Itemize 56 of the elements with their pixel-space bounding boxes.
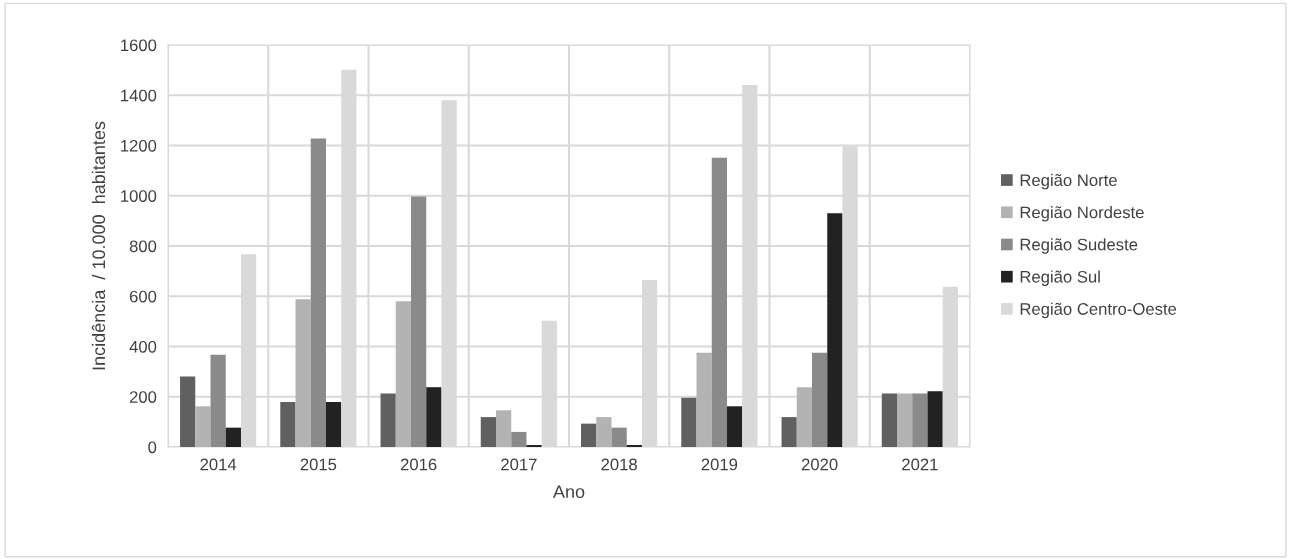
- legend-label: Região Sudeste: [1020, 238, 1138, 254]
- y-tick-label: 1400: [121, 89, 157, 102]
- x-tick-label: 2014: [200, 458, 237, 471]
- bar: [395, 301, 412, 447]
- y-tick-label: 600: [129, 290, 157, 303]
- legend-label: Região Norte: [1020, 173, 1117, 190]
- bar: [681, 397, 697, 447]
- y-tick-label: 0: [148, 441, 157, 454]
- legend-label: Região Sul: [1020, 270, 1100, 286]
- y-tick-label: 1200: [121, 139, 157, 152]
- bar: [511, 431, 527, 447]
- bar: [796, 387, 813, 447]
- legend-label: Região Nordeste: [1020, 206, 1144, 222]
- bar: [881, 393, 898, 447]
- bar: [225, 427, 241, 447]
- bar: [781, 417, 797, 447]
- bar: [711, 157, 727, 447]
- bar: [827, 213, 843, 447]
- bar: [912, 393, 928, 447]
- bar: [210, 354, 226, 447]
- bar: [325, 402, 342, 447]
- bar: [411, 196, 427, 447]
- x-tick-label: 2019: [701, 458, 738, 471]
- bar: [480, 417, 497, 447]
- bar: [812, 352, 828, 447]
- bar: [897, 393, 913, 447]
- x-axis-title: Ano: [552, 485, 585, 499]
- bar: [426, 387, 442, 447]
- bar: [611, 427, 627, 447]
- bar: [180, 376, 196, 447]
- bar: [626, 444, 642, 447]
- y-tick-label: 1600: [121, 39, 157, 52]
- x-tick-label: 2021: [902, 458, 938, 471]
- y-tick-label: 1000: [121, 190, 157, 202]
- legend-label: Região Centro-Oeste: [1020, 302, 1177, 319]
- x-tick-label: 2018: [601, 458, 637, 471]
- bar: [295, 299, 311, 447]
- bar: [310, 138, 326, 447]
- bar: [496, 410, 512, 447]
- x-tick-label: 2015: [300, 458, 337, 471]
- x-tick-label: 2020: [801, 458, 838, 471]
- bar: [696, 352, 712, 447]
- bar: [280, 402, 296, 447]
- bar: [596, 417, 612, 447]
- y-tick-label: 400: [129, 340, 157, 353]
- x-tick-label: 2017: [501, 458, 537, 471]
- x-tick-label: 2016: [400, 458, 437, 471]
- bar: [581, 423, 597, 447]
- bar: [195, 406, 211, 447]
- bar: [380, 393, 396, 447]
- bar: [927, 391, 943, 447]
- y-tick-label: 200: [129, 391, 157, 403]
- y-tick-label: 800: [129, 240, 157, 253]
- y-axis-title: Incidência / 10.000 habitantes: [91, 121, 106, 370]
- bar: [526, 444, 542, 447]
- bar: [726, 406, 743, 447]
